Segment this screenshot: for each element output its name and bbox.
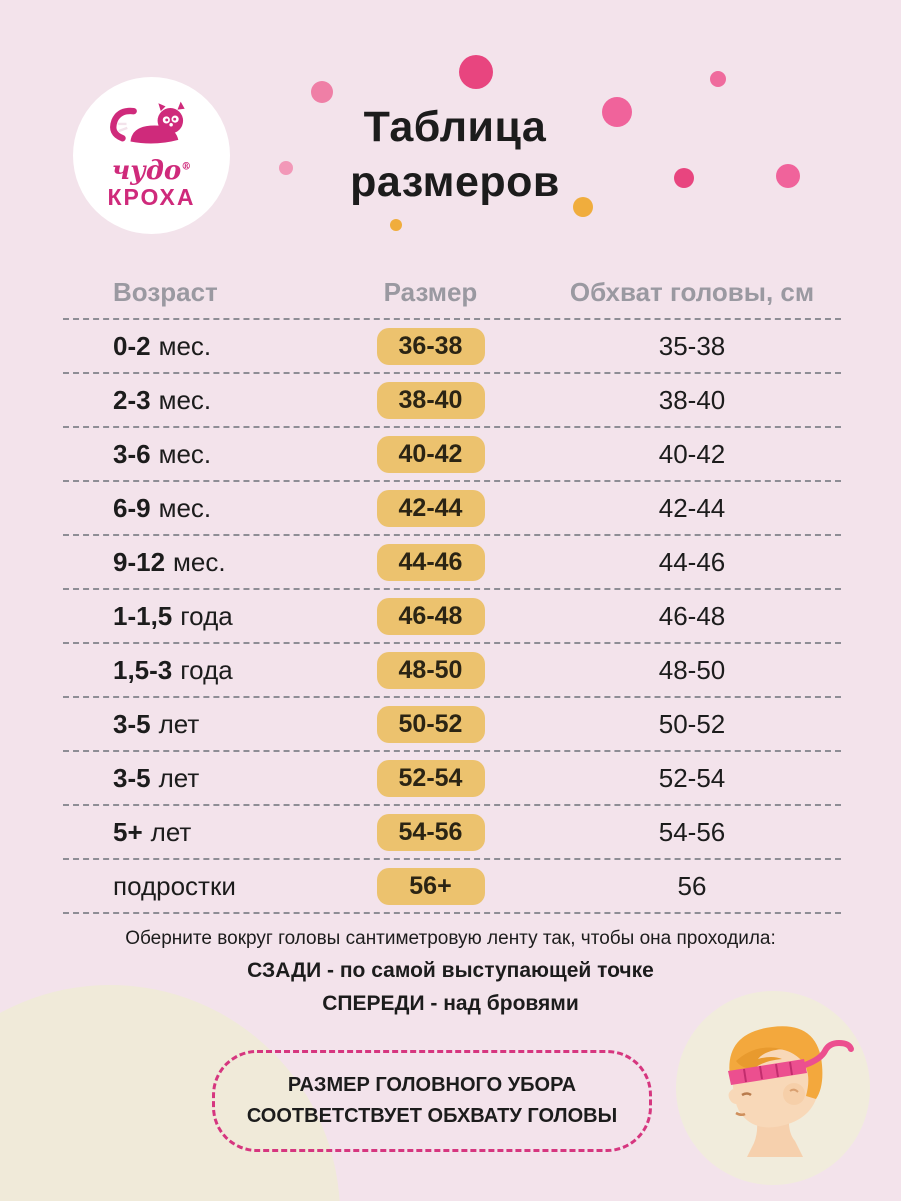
table-header-row: Возраст Размер Обхват головы, см <box>63 268 841 320</box>
table-row: 0-2 мес. 36-38 35-38 <box>63 320 841 374</box>
head-circumference-cell: 44-46 <box>658 546 726 577</box>
head-circumference-cell: 56 <box>677 870 707 901</box>
raccoon-logo-icon <box>108 100 196 156</box>
size-table: Возраст Размер Обхват головы, см 0-2 мес.… <box>63 268 841 914</box>
child-head-measuring-icon <box>676 991 870 1185</box>
brand-logo: чудо® кроха <box>73 77 230 234</box>
brand-name-script: чудо® <box>111 155 192 186</box>
age-cell: 1,5-3 года <box>113 654 233 685</box>
age-cell: 5+ лет <box>113 816 192 847</box>
age-cell: 2-3 мес. <box>113 384 212 415</box>
column-header-size: Размер <box>383 277 478 307</box>
table-row: 3-5 лет 50-52 50-52 <box>63 698 841 752</box>
age-cell: 3-5 лет <box>113 708 200 739</box>
head-circumference-cell: 54-56 <box>658 816 726 847</box>
hint-box: РАЗМЕР ГОЛОВНОГО УБОРА СООТВЕТСТВУЕТ ОБХ… <box>212 1050 652 1152</box>
head-circumference-cell: 48-50 <box>658 654 726 685</box>
size-cell: 44-46 <box>318 543 543 581</box>
instruction-back: СЗАДИ - по самой выступающей точке <box>247 959 654 982</box>
size-cell: 52-54 <box>318 759 543 797</box>
size-badge: 44-46 <box>376 543 485 581</box>
size-badge: 40-42 <box>376 435 485 473</box>
instruction-intro: Оберните вокруг головы сантиметровую лен… <box>125 928 776 949</box>
table-row: 2-3 мес. 38-40 38-40 <box>63 374 841 428</box>
size-cell: 42-44 <box>318 489 543 527</box>
decor-dot <box>710 71 726 87</box>
size-badge: 36-38 <box>376 327 485 365</box>
size-cell: 48-50 <box>318 651 543 689</box>
head-circumference-cell: 35-38 <box>658 330 726 361</box>
table-row: 6-9 мес. 42-44 42-44 <box>63 482 841 536</box>
age-cell: 3-6 мес. <box>113 438 212 469</box>
size-cell: 50-52 <box>318 705 543 743</box>
age-cell: 6-9 мес. <box>113 492 212 523</box>
column-header-head-circumference: Обхват головы, см <box>569 277 815 307</box>
size-badge: 56+ <box>376 867 485 905</box>
size-badge: 48-50 <box>376 651 485 689</box>
head-circumference-cell: 50-52 <box>658 708 726 739</box>
table-row: 3-5 лет 52-54 52-54 <box>63 752 841 806</box>
age-cell: 0-2 мес. <box>113 330 212 361</box>
table-body: 0-2 мес. 36-38 35-38 2-3 мес. 38-40 38-40 … <box>63 320 841 914</box>
size-badge: 54-56 <box>376 813 485 851</box>
age-cell: подростки <box>113 870 236 901</box>
decor-dot <box>573 197 593 217</box>
head-circumference-cell: 46-48 <box>658 600 726 631</box>
page-title: Таблица размеров <box>350 103 560 207</box>
size-badge: 52-54 <box>376 759 485 797</box>
size-cell: 56+ <box>318 867 543 905</box>
age-cell: 1-1,5 года <box>113 600 233 631</box>
size-cell: 38-40 <box>318 381 543 419</box>
size-cell: 40-42 <box>318 435 543 473</box>
table-row: 3-6 мес. 40-42 40-42 <box>63 428 841 482</box>
size-badge: 50-52 <box>376 705 485 743</box>
table-row: 5+ лет 54-56 54-56 <box>63 806 841 860</box>
size-badge: 46-48 <box>376 597 485 635</box>
decor-dot <box>602 97 632 127</box>
size-badge: 42-44 <box>376 489 485 527</box>
table-row: 9-12 мес. 44-46 44-46 <box>63 536 841 590</box>
decor-dot <box>776 164 800 188</box>
table-row: 1,5-3 года 48-50 48-50 <box>63 644 841 698</box>
size-cell: 36-38 <box>318 327 543 365</box>
measuring-instructions: Оберните вокруг головы сантиметровую лен… <box>0 928 901 1016</box>
decor-dot <box>390 219 402 231</box>
table-row: 1-1,5 года 46-48 46-48 <box>63 590 841 644</box>
age-cell: 3-5 лет <box>113 762 200 793</box>
decor-dot <box>459 55 493 89</box>
instruction-front: СПЕРЕДИ - над бровями <box>322 992 579 1015</box>
size-cell: 46-48 <box>318 597 543 635</box>
head-circumference-cell: 40-42 <box>658 438 726 469</box>
size-cell: 54-56 <box>318 813 543 851</box>
decor-dot <box>311 81 333 103</box>
decor-dot <box>674 168 694 188</box>
head-circumference-cell: 38-40 <box>658 384 726 415</box>
head-circumference-cell: 42-44 <box>658 492 726 523</box>
brand-name-caps: кроха <box>107 183 196 210</box>
column-header-age: Возраст <box>113 277 218 307</box>
size-badge: 38-40 <box>376 381 485 419</box>
age-cell: 9-12 мес. <box>113 546 226 577</box>
table-row: подростки 56+ 56 <box>63 860 841 914</box>
head-circumference-cell: 52-54 <box>658 762 726 793</box>
decor-dot <box>279 161 293 175</box>
